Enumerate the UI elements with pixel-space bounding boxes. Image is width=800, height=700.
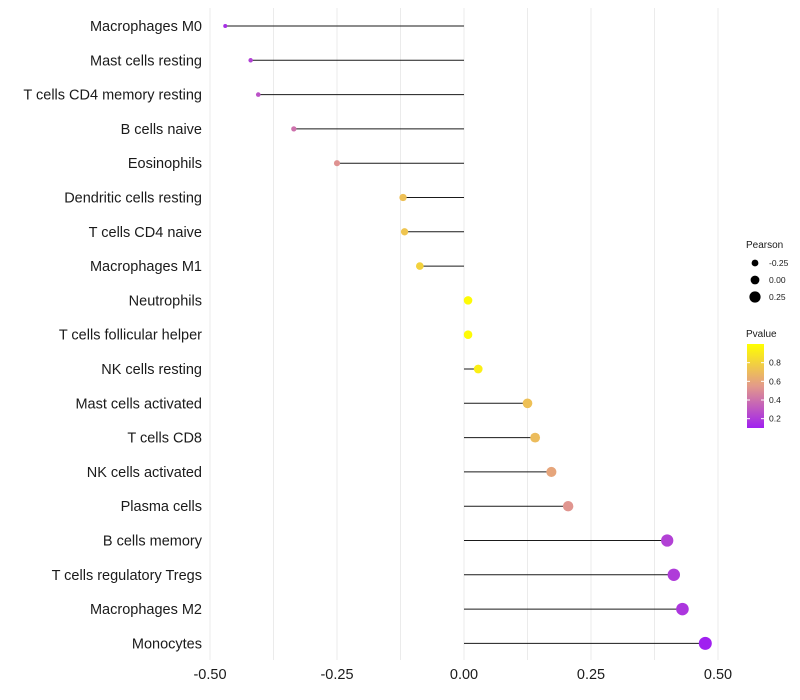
lollipop-point [248,58,253,63]
lollipop-point [463,330,473,339]
size-legend: Pearson -0.25 0.00 0.25 [746,240,789,303]
lollipop-point [463,296,473,305]
category-label: T cells CD8 [127,431,202,447]
color-legend-label: 0.4 [769,395,781,405]
color-legend-title: Pvalue [746,329,777,340]
x-tick-label: 0.00 [450,667,478,683]
lollipop-point [661,534,674,547]
lollipop-point [530,432,541,443]
x-axis-tick-labels: -0.50 -0.25 0.00 0.25 0.50 [193,667,732,683]
lollipop-point [291,126,297,132]
size-legend-label: 0.25 [769,292,786,302]
lollipop-point [223,24,228,28]
category-label: Plasma cells [121,499,202,515]
color-legend: Pvalue 0.8 0.6 0.4 0.2 [746,329,781,428]
color-legend-label: 0.6 [769,376,781,386]
category-label: NK cells resting [101,362,202,378]
category-label: B cells naive [121,122,202,138]
lollipop-point [399,193,407,202]
category-label: Macrophages M1 [90,259,202,275]
lollipop-point [333,160,341,167]
lollipop-point [522,398,533,409]
x-tick-label: 0.50 [704,667,732,683]
size-legend-label: -0.25 [769,258,789,268]
color-legend-bar [747,344,764,428]
lollipop-point [562,500,574,512]
category-label: B cells memory [103,534,203,550]
category-label: Neutrophils [129,293,202,309]
lollipop-point [415,262,424,270]
category-label: NK cells activated [87,465,202,481]
category-label: Dendritic cells resting [64,191,202,207]
size-legend-key [751,259,759,267]
lollipop-point [473,364,483,374]
x-tick-label: 0.25 [577,667,605,683]
size-legend-label: 0.00 [769,275,786,285]
color-legend-label: 0.2 [769,414,781,424]
lollipop-point [698,636,712,650]
category-label: Mast cells activated [75,396,202,412]
category-label: T cells CD4 naive [89,225,202,241]
category-label: Macrophages M0 [90,19,202,35]
color-legend-label: 0.8 [769,358,781,368]
category-label: Monocytes [132,636,202,652]
category-label: T cells CD4 memory resting [23,88,202,104]
lollipop-point [255,92,261,97]
lollipop-stems [225,25,706,644]
lollipop-point [667,568,681,582]
size-legend-key [749,291,761,303]
lollipop-point [676,602,689,616]
x-tick-label: -0.25 [320,667,353,683]
lollipop-point [400,228,409,236]
lollipop-points [223,24,712,650]
category-label: Macrophages M2 [90,602,202,618]
size-legend-key [750,275,760,285]
lollipop-point [546,466,557,477]
size-legend-title: Pearson [746,240,783,251]
category-label: Eosinophils [128,156,202,172]
category-label: T cells follicular helper [59,328,202,344]
category-label: Mast cells resting [90,53,202,69]
category-labels: Macrophages M0 Mast cells resting T cells … [23,19,202,652]
x-tick-label: -0.50 [193,667,226,683]
category-label: T cells regulatory Tregs [52,568,202,584]
